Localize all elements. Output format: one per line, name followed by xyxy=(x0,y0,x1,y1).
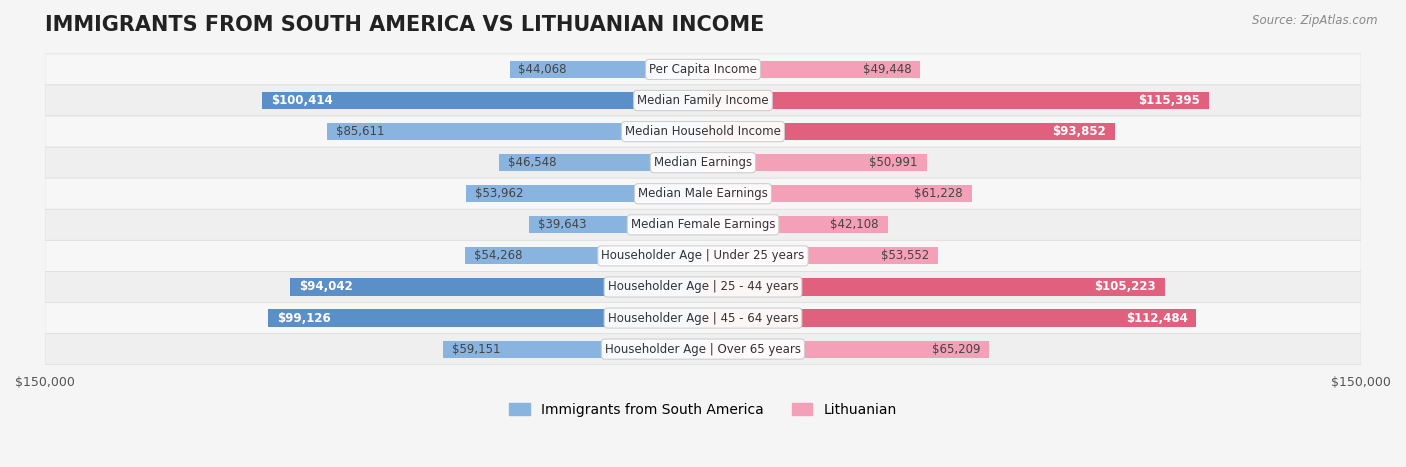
Bar xyxy=(703,310,1197,326)
Bar xyxy=(703,92,1209,109)
Text: $99,126: $99,126 xyxy=(277,311,330,325)
Text: Median Family Income: Median Family Income xyxy=(637,94,769,107)
Text: $65,209: $65,209 xyxy=(932,343,980,355)
Text: $53,962: $53,962 xyxy=(475,187,523,200)
Text: $49,448: $49,448 xyxy=(862,63,911,76)
Bar xyxy=(703,154,927,171)
Text: $42,108: $42,108 xyxy=(831,218,879,231)
Text: $85,611: $85,611 xyxy=(336,125,385,138)
Text: Median Earnings: Median Earnings xyxy=(654,156,752,169)
Text: $61,228: $61,228 xyxy=(914,187,963,200)
Bar xyxy=(703,278,1164,296)
Bar xyxy=(509,61,703,78)
Text: Median Male Earnings: Median Male Earnings xyxy=(638,187,768,200)
Bar xyxy=(467,185,703,202)
Text: $93,852: $93,852 xyxy=(1052,125,1107,138)
Bar xyxy=(443,340,703,358)
Text: $39,643: $39,643 xyxy=(538,218,586,231)
Bar xyxy=(465,248,703,264)
Text: Median Female Earnings: Median Female Earnings xyxy=(631,218,775,231)
Text: Householder Age | Over 65 years: Householder Age | Over 65 years xyxy=(605,343,801,355)
Bar xyxy=(703,216,887,234)
Bar xyxy=(703,340,988,358)
Text: $54,268: $54,268 xyxy=(474,249,522,262)
Bar xyxy=(263,92,703,109)
FancyBboxPatch shape xyxy=(45,54,1361,85)
Text: $100,414: $100,414 xyxy=(271,94,333,107)
Text: Householder Age | 25 - 44 years: Householder Age | 25 - 44 years xyxy=(607,281,799,293)
Bar xyxy=(703,61,920,78)
FancyBboxPatch shape xyxy=(45,178,1361,209)
Text: $50,991: $50,991 xyxy=(869,156,918,169)
Text: $59,151: $59,151 xyxy=(453,343,501,355)
Text: Median Household Income: Median Household Income xyxy=(626,125,780,138)
Text: $44,068: $44,068 xyxy=(519,63,567,76)
FancyBboxPatch shape xyxy=(45,116,1361,147)
FancyBboxPatch shape xyxy=(45,85,1361,116)
Text: Householder Age | 45 - 64 years: Householder Age | 45 - 64 years xyxy=(607,311,799,325)
Bar xyxy=(328,123,703,140)
Bar xyxy=(269,310,703,326)
Text: $94,042: $94,042 xyxy=(299,281,353,293)
FancyBboxPatch shape xyxy=(45,209,1361,241)
Text: Householder Age | Under 25 years: Householder Age | Under 25 years xyxy=(602,249,804,262)
Text: $105,223: $105,223 xyxy=(1094,281,1156,293)
Legend: Immigrants from South America, Lithuanian: Immigrants from South America, Lithuania… xyxy=(503,397,903,422)
Text: Source: ZipAtlas.com: Source: ZipAtlas.com xyxy=(1253,14,1378,27)
Bar xyxy=(703,185,972,202)
Bar xyxy=(291,278,703,296)
Bar xyxy=(529,216,703,234)
Bar xyxy=(703,248,938,264)
Text: IMMIGRANTS FROM SOUTH AMERICA VS LITHUANIAN INCOME: IMMIGRANTS FROM SOUTH AMERICA VS LITHUAN… xyxy=(45,15,765,35)
Text: Per Capita Income: Per Capita Income xyxy=(650,63,756,76)
FancyBboxPatch shape xyxy=(45,271,1361,303)
Bar xyxy=(499,154,703,171)
Bar xyxy=(703,123,1115,140)
FancyBboxPatch shape xyxy=(45,147,1361,178)
Text: $112,484: $112,484 xyxy=(1126,311,1188,325)
FancyBboxPatch shape xyxy=(45,303,1361,333)
Text: $46,548: $46,548 xyxy=(508,156,555,169)
FancyBboxPatch shape xyxy=(45,333,1361,365)
FancyBboxPatch shape xyxy=(45,241,1361,271)
Text: $115,395: $115,395 xyxy=(1139,94,1201,107)
Text: $53,552: $53,552 xyxy=(882,249,929,262)
